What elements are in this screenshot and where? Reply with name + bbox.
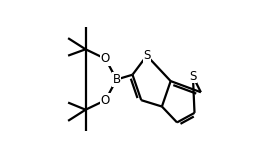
Text: O: O xyxy=(101,52,110,65)
Text: B: B xyxy=(113,73,121,86)
Text: S: S xyxy=(189,70,197,83)
Text: S: S xyxy=(143,49,151,62)
Text: O: O xyxy=(101,94,110,107)
